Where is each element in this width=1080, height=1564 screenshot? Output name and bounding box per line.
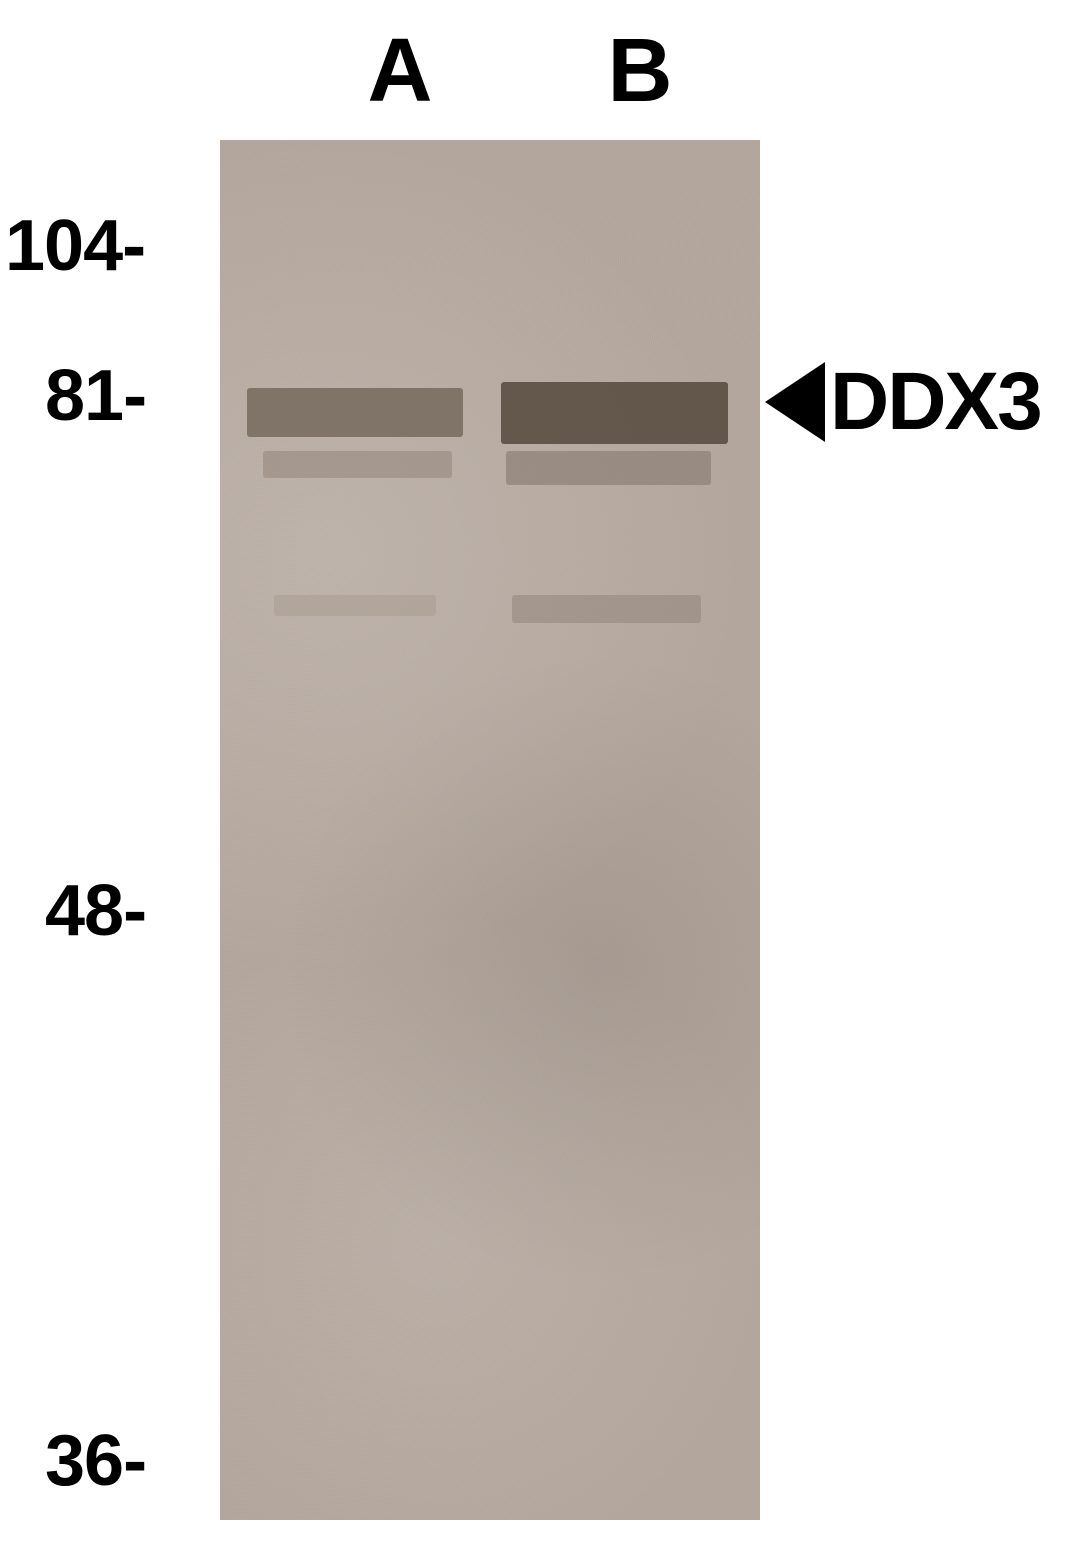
blot-noise-texture (220, 140, 760, 1520)
band-lane-a-secondary (263, 451, 452, 479)
lane-label-b: B (608, 20, 673, 123)
protein-label-container: DDX3 (765, 355, 1041, 449)
band-lane-b-lower (512, 595, 701, 623)
western-blot-membrane (220, 140, 760, 1520)
band-lane-b-main (501, 382, 728, 444)
band-lane-a-main (247, 388, 463, 436)
lane-labels-container: A B (280, 20, 760, 123)
protein-name-label: DDX3 (830, 355, 1041, 449)
mw-marker-81: 81- (45, 355, 146, 437)
arrow-left-icon (765, 362, 825, 442)
band-lane-a-lower (274, 595, 436, 616)
mw-marker-104: 104- (5, 205, 145, 287)
band-lane-b-secondary (506, 451, 711, 486)
mw-marker-36: 36- (45, 1420, 146, 1502)
lane-label-a: A (368, 20, 433, 123)
mw-marker-48: 48- (45, 870, 146, 952)
